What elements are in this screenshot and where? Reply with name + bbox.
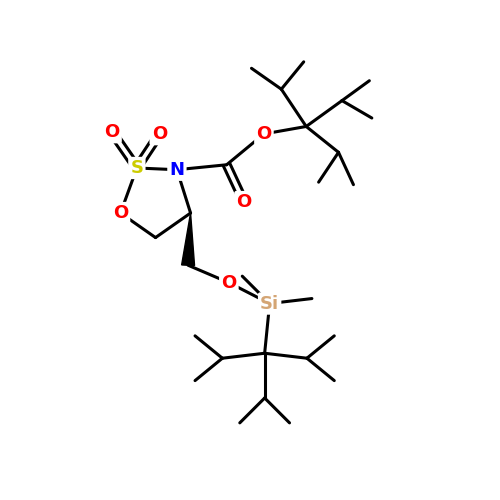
Polygon shape	[182, 213, 194, 266]
Text: O: O	[256, 125, 272, 143]
Text: N: N	[170, 160, 184, 178]
Text: O: O	[221, 274, 236, 291]
Text: O: O	[152, 125, 167, 143]
Text: O: O	[236, 193, 252, 211]
Text: Si: Si	[260, 294, 279, 312]
Text: O: O	[113, 204, 128, 222]
Text: O: O	[104, 123, 120, 141]
Text: S: S	[130, 159, 143, 177]
